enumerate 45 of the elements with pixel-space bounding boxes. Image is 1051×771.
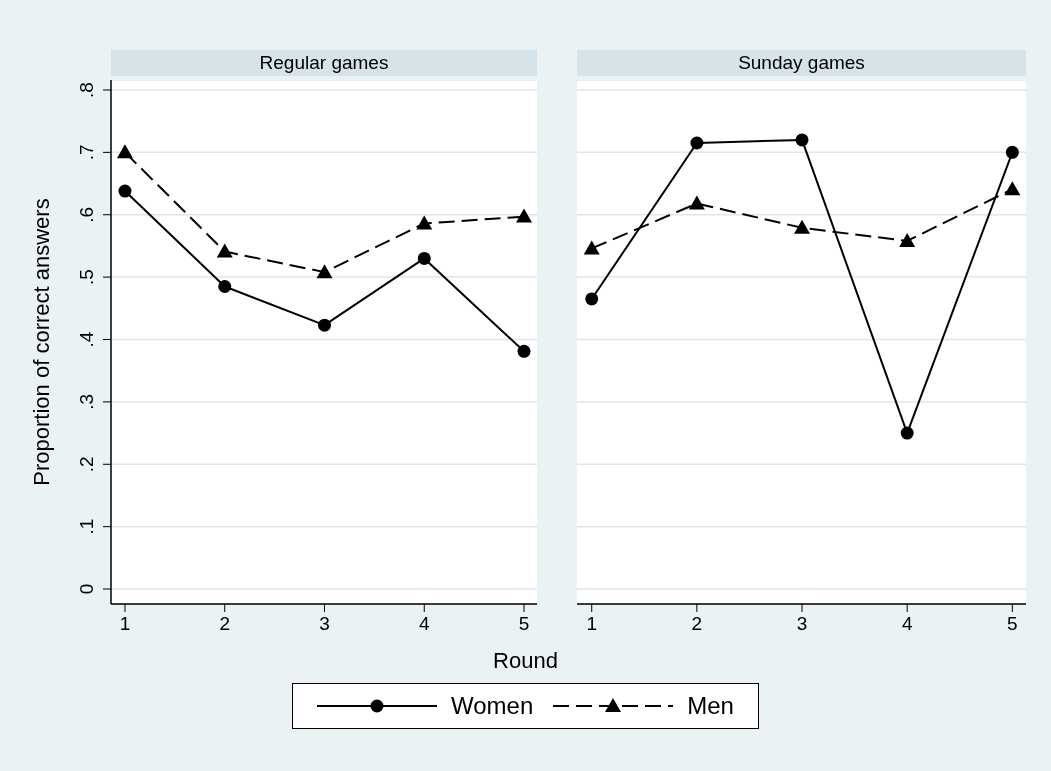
- point: [688, 195, 705, 210]
- point: [1005, 145, 1019, 159]
- x-tick-label: 1: [586, 613, 598, 634]
- point: [316, 264, 333, 279]
- point: [218, 279, 232, 293]
- x-tick-label: 5: [1007, 613, 1018, 634]
- x-axis-title: Round: [492, 648, 559, 674]
- y-axis-title: Proportion of correct answers: [29, 198, 55, 486]
- y-tick-label: .8: [76, 82, 97, 98]
- x-tick-label: 4: [418, 613, 430, 634]
- chart-title: Regular games: [111, 50, 537, 76]
- y-tick-label: .2: [76, 456, 97, 473]
- legend-label: Men: [687, 692, 734, 720]
- x-tick-label: 5: [518, 613, 530, 634]
- x-tick-label: 2: [219, 613, 231, 634]
- point: [417, 251, 431, 265]
- y-tick-label: .1: [76, 518, 97, 535]
- point: [216, 243, 233, 258]
- x-tick-label: 4: [901, 613, 913, 634]
- legend-label: Women: [451, 692, 534, 720]
- point: [516, 208, 533, 223]
- point: [690, 136, 704, 150]
- y-tick-label: .5: [76, 269, 97, 286]
- x-tick-label: 2: [691, 613, 703, 634]
- point: [116, 144, 133, 159]
- point: [585, 292, 599, 306]
- y-tick-label: 0: [76, 583, 97, 595]
- x-tick-label: 3: [796, 613, 808, 634]
- point: [583, 240, 600, 255]
- chart-title: Sunday games: [577, 50, 1026, 76]
- y-tick-label: .4: [76, 331, 97, 348]
- point: [118, 184, 132, 198]
- point: [794, 219, 811, 234]
- y-tick-label: .3: [76, 393, 97, 410]
- y-tick-label: .7: [76, 144, 97, 161]
- point: [795, 133, 809, 147]
- x-tick-label: 1: [119, 613, 131, 634]
- point: [318, 318, 331, 332]
- point: [517, 344, 531, 358]
- point: [416, 215, 433, 230]
- x-tick-label: 3: [319, 613, 330, 634]
- y-tick-label: .6: [76, 206, 97, 223]
- point: [1004, 181, 1021, 196]
- point: [900, 426, 914, 440]
- point: [899, 232, 916, 247]
